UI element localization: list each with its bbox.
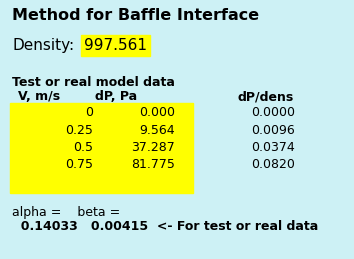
Text: V, m/s: V, m/s	[18, 90, 60, 103]
Text: Method for Baffle Interface: Method for Baffle Interface	[12, 8, 259, 23]
Text: 0.14033   0.00415  <- For test or real data: 0.14033 0.00415 <- For test or real data	[12, 220, 318, 233]
Text: Density:: Density:	[12, 38, 74, 53]
Text: dP, Pa: dP, Pa	[95, 90, 137, 103]
FancyBboxPatch shape	[10, 103, 193, 193]
Text: 997.561: 997.561	[84, 38, 147, 53]
Text: 81.775: 81.775	[131, 158, 175, 171]
Text: alpha =    beta =: alpha = beta =	[12, 206, 120, 219]
Text: dP/dens: dP/dens	[238, 90, 294, 103]
Text: 0.25: 0.25	[65, 124, 93, 137]
Text: Test or real model data: Test or real model data	[12, 76, 175, 89]
Text: 0: 0	[85, 106, 93, 119]
Text: 0.75: 0.75	[65, 158, 93, 171]
Text: 37.287: 37.287	[131, 141, 175, 154]
Text: 0.0096: 0.0096	[251, 124, 295, 137]
Text: 0.5: 0.5	[73, 141, 93, 154]
Text: 0.000: 0.000	[139, 106, 175, 119]
Text: 0.0374: 0.0374	[251, 141, 295, 154]
Text: 0.0820: 0.0820	[251, 158, 295, 171]
Text: 9.564: 9.564	[139, 124, 175, 137]
Text: 0.0000: 0.0000	[251, 106, 295, 119]
